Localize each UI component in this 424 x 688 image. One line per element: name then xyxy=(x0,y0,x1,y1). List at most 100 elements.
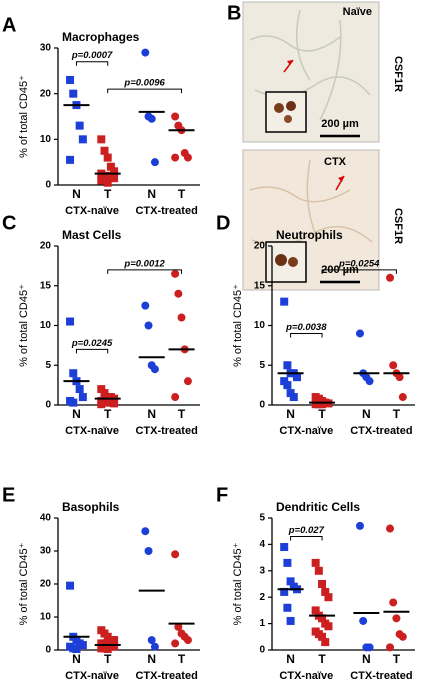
data-point xyxy=(72,645,81,654)
y-tick-label: 2 xyxy=(259,592,265,603)
p-value: p=0.0012 xyxy=(123,258,165,269)
data-point xyxy=(386,524,395,533)
data-point xyxy=(141,527,150,536)
y-tick-label: 5 xyxy=(259,513,265,524)
panel-letter: F xyxy=(216,484,228,506)
y-tick-label: 0 xyxy=(45,400,51,411)
group-label: CTX-naïve xyxy=(279,425,333,437)
stain-label: CSF1R xyxy=(392,208,404,244)
data-point xyxy=(280,587,289,596)
data-point xyxy=(283,558,292,567)
data-point xyxy=(283,381,292,390)
stain-label: CSF1R xyxy=(392,56,404,92)
chart-title: Macrophages xyxy=(62,30,140,44)
data-point xyxy=(171,153,180,162)
y-axis-label: % of total CD45⁺ xyxy=(18,542,30,625)
y-tick-label: 10 xyxy=(254,320,266,331)
data-point xyxy=(324,622,333,631)
x-tick-label: N xyxy=(147,407,156,421)
chart-title: Mast Cells xyxy=(62,228,122,242)
data-point xyxy=(283,603,292,612)
data-point xyxy=(286,616,295,625)
chart-title: Dendritic Cells xyxy=(276,500,360,514)
data-point xyxy=(318,580,327,588)
significance-bracket xyxy=(75,61,109,66)
group-label: CTX-naïve xyxy=(65,425,119,437)
p-value: p=0.0254 xyxy=(338,258,380,269)
x-tick-label: T xyxy=(393,652,401,666)
cell xyxy=(284,115,292,123)
micrograph-label: Naïve xyxy=(343,6,372,18)
p-value: p=0.027 xyxy=(288,525,325,536)
p-value: p=0.0038 xyxy=(285,322,327,333)
scale-label: 200 µm xyxy=(321,118,359,130)
p-value: p=0.0007 xyxy=(71,50,113,61)
panel-letter: B xyxy=(227,2,241,24)
data-point xyxy=(103,645,112,654)
x-tick-label: N xyxy=(286,407,295,421)
data-point xyxy=(177,313,186,322)
data-point xyxy=(66,155,75,164)
data-point xyxy=(141,301,150,310)
data-point xyxy=(106,162,115,171)
x-tick-label: T xyxy=(178,407,186,421)
data-point xyxy=(321,587,330,596)
cell xyxy=(288,257,298,267)
y-tick-label: 1 xyxy=(259,618,265,629)
data-point xyxy=(318,400,327,409)
data-point xyxy=(392,614,401,623)
y-tick-label: 10 xyxy=(40,320,52,331)
data-point xyxy=(386,273,395,282)
data-point xyxy=(280,297,289,306)
data-point xyxy=(311,606,320,615)
y-tick-label: 30 xyxy=(40,43,52,54)
p-value: p=0.0096 xyxy=(123,78,165,89)
data-point xyxy=(311,558,320,567)
data-point xyxy=(141,48,150,57)
data-point xyxy=(359,616,368,625)
data-point xyxy=(110,642,119,651)
x-tick-label: T xyxy=(104,407,112,421)
y-tick-label: 0 xyxy=(45,645,51,656)
data-point xyxy=(75,121,84,130)
data-point xyxy=(289,393,298,402)
arrowhead xyxy=(338,176,344,182)
data-point xyxy=(144,547,153,555)
data-point xyxy=(365,643,374,652)
significance-bracket xyxy=(75,348,109,354)
data-point xyxy=(314,566,323,575)
x-tick-label: T xyxy=(318,652,326,666)
data-point xyxy=(324,593,333,602)
y-tick-label: 5 xyxy=(45,360,51,371)
y-tick-label: 5 xyxy=(259,360,265,371)
data-point xyxy=(66,75,75,84)
data-point xyxy=(78,135,87,144)
data-point xyxy=(69,398,78,407)
chart-title: Neutrophils xyxy=(276,228,343,242)
group-label: CTX-treated xyxy=(135,670,197,682)
group-label: CTX-naïve xyxy=(65,670,119,682)
data-point xyxy=(389,361,398,370)
data-point xyxy=(183,153,192,162)
cell xyxy=(286,101,296,111)
significance-bracket xyxy=(107,88,183,94)
data-point xyxy=(389,598,398,607)
group-label: CTX-treated xyxy=(350,670,412,682)
x-tick-label: T xyxy=(178,187,186,201)
x-tick-label: T xyxy=(104,187,112,201)
panel-letter: D xyxy=(216,212,230,234)
data-point xyxy=(171,269,180,278)
y-tick-label: 0 xyxy=(259,645,265,656)
x-tick-label: N xyxy=(72,652,81,666)
data-point xyxy=(97,135,106,144)
data-point xyxy=(103,178,112,187)
data-point xyxy=(171,550,180,559)
significance-bracket xyxy=(321,269,397,274)
x-tick-label: N xyxy=(362,652,371,666)
group-label: CTX-naïve xyxy=(65,205,119,217)
y-tick-label: 20 xyxy=(40,579,52,590)
y-tick-label: 15 xyxy=(40,280,52,291)
y-tick-label: 0 xyxy=(45,180,51,191)
y-tick-label: 20 xyxy=(254,241,266,252)
